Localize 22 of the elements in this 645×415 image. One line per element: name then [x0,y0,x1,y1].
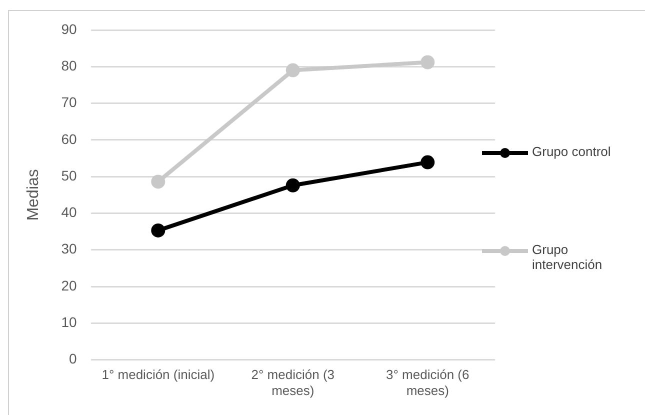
point [286,178,300,192]
y-tick-label: 40 [61,204,77,220]
legend-label: Grupo control [532,144,612,159]
y-tick-label: 30 [61,240,77,257]
y-axis-title: Medias [25,169,42,221]
y-tick-label: 0 [68,350,77,367]
x-tick-label: 2° medición (3 meses) [251,367,335,398]
x-tick-label: 1° medición (inicial) [102,367,215,382]
y-tick-label: 10 [61,314,77,330]
y-tick-label: 90 [61,20,77,37]
point [420,155,435,170]
y-tick-label: 70 [61,94,77,110]
point [420,55,435,70]
y-tick-label: 80 [61,58,77,74]
legend-label: Grupo intervención [532,242,604,272]
y-tick-label: 50 [61,167,77,184]
y-tick-label: 20 [61,277,77,294]
point [151,223,166,238]
point [286,63,300,78]
x-tick-label: 3° medición (6 meses) [386,367,470,398]
point [151,174,166,189]
y-tick-label: 60 [61,130,77,147]
